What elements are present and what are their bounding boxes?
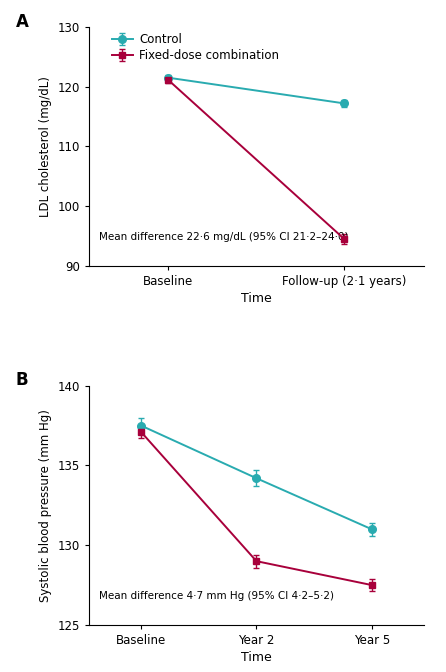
- Text: Mean difference 22·6 mg/dL (95% CI 21·2–24·0): Mean difference 22·6 mg/dL (95% CI 21·2–…: [99, 233, 349, 242]
- X-axis label: Time: Time: [241, 292, 272, 305]
- Y-axis label: Systolic blood pressure (mm Hg): Systolic blood pressure (mm Hg): [39, 409, 52, 602]
- Text: Mean difference 4·7 mm Hg (95% CI 4·2–5·2): Mean difference 4·7 mm Hg (95% CI 4·2–5·…: [99, 591, 334, 601]
- Text: B: B: [16, 372, 28, 389]
- Y-axis label: LDL cholesterol (mg/dL): LDL cholesterol (mg/dL): [39, 76, 52, 217]
- Text: A: A: [16, 13, 29, 30]
- X-axis label: Time: Time: [241, 651, 272, 664]
- Legend: Control, Fixed-dose combination: Control, Fixed-dose combination: [112, 33, 279, 62]
